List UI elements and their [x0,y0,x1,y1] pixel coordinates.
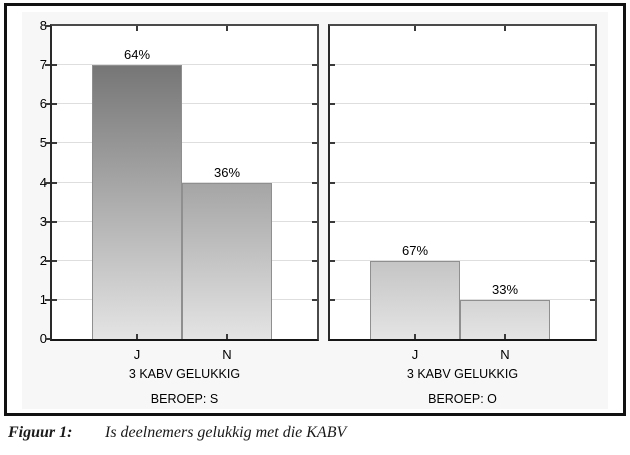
bar-j-panel-1 [92,65,182,339]
x-axis-title: 3 KABV GELUKKIG [128,367,241,381]
y-tick-inner-left [52,103,57,106]
y-tick-inner-right [312,181,317,184]
y-tick-inner-left [52,298,57,301]
x-axis-subtitle: BEROEP: O [428,392,497,406]
plot-area-panel-1: 64% 36% [50,24,319,341]
y-tick-inner-right [312,142,317,145]
bar-n-panel-2 [460,299,550,339]
y-tick-inner-left [52,181,57,184]
x-category-label: J [411,347,419,362]
y-axis-tick-label: 6 [39,96,47,112]
y-axis-tick-mark [45,220,50,223]
y-axis-tick-label: 8 [39,18,47,33]
figure-caption-text: Is deelnemers gelukkig met die KABV [105,424,347,441]
y-tick-inner-right [590,220,595,223]
y-tick-inner-left [52,220,57,223]
gridline [52,142,317,144]
gridline [330,259,595,261]
y-tick-inner-left [330,298,335,301]
y-axis-tick-label: 2 [39,252,47,268]
y-tick-inner-right [590,259,595,262]
y-axis-tick-mark [45,338,50,340]
bar-j-panel-2 [370,260,460,339]
y-axis-tick-mark [45,25,50,27]
y-axis-tick-label: 3 [39,213,47,229]
y-tick-inner-left [330,259,335,262]
y-tick-inner-right [590,103,595,106]
y-axis-tick-mark [45,64,50,67]
x-category-label: N [500,347,510,362]
y-tick-inner-left [52,142,57,145]
x-tick-inner-bottom [414,334,416,339]
bar-percent-label: 36% [213,164,241,180]
gridline [330,181,595,183]
y-tick-inner-left [52,259,57,262]
y-axis-tick-label: 4 [39,174,47,190]
y-axis-tick-mark [45,259,50,262]
y-tick-inner-right [590,298,595,301]
x-tick-inner-top [504,26,506,31]
y-tick-inner-left [52,64,57,67]
y-axis-tick-mark [45,181,50,184]
x-tick-inner-bottom [136,334,138,339]
y-axis-tick-label: 7 [39,57,47,73]
y-axis-tick-label: 1 [39,291,47,307]
y-tick-inner-right [312,298,317,301]
figure-caption: Figuur 1: Is deelnemers gelukkig met die … [8,424,346,442]
y-tick-inner-right [312,64,317,67]
gridline [330,103,595,105]
gridline [330,142,595,144]
y-tick-inner-right [312,103,317,106]
x-axis-title: 3 KABV GELUKKIG [406,367,519,381]
gridline [330,64,595,66]
bar-percent-label: 64% [123,47,151,63]
y-axis-tick-label: 5 [39,135,47,151]
y-tick-inner-right [590,64,595,67]
y-tick-inner-right [590,142,595,145]
y-axis-tick-mark [45,142,50,145]
figure-caption-label: Figuur 1: [8,424,73,441]
x-tick-inner-top [226,26,228,31]
x-tick-inner-bottom [226,334,228,339]
gridline [330,298,595,300]
y-tick-inner-left [330,142,335,145]
y-tick-inner-left [330,64,335,67]
y-axis-tick-mark [45,298,50,301]
x-axis-subtitle: BEROEP: S [150,392,219,406]
y-axis-tick-label: 0 [39,331,47,346]
y-tick-inner-left [330,103,335,106]
plot-area-panel-2: 67% 33% [328,24,597,341]
y-tick-inner-left [330,220,335,223]
x-tick-inner-top [136,26,138,31]
y-axis-tick-mark [45,103,50,106]
y-tick-inner-right [312,259,317,262]
y-tick-inner-left [330,181,335,184]
gridline [52,64,317,66]
y-tick-inner-right [312,220,317,223]
y-tick-inner-right [590,181,595,184]
x-tick-inner-top [414,26,416,31]
gridline [52,181,317,183]
bar-percent-label: 33% [491,281,519,297]
bar-n-panel-1 [182,182,272,339]
x-tick-inner-bottom [504,334,506,339]
bar-percent-label: 67% [401,242,429,258]
chart-figure-box: 0 1 2 3 4 5 6 7 8 64% 36% J N 3 KABV GELUKKIG BEROEP:… [4,3,626,416]
x-category-label: N [222,347,232,362]
gridline [52,103,317,105]
x-category-label: J [133,347,141,362]
gridline [330,220,595,222]
